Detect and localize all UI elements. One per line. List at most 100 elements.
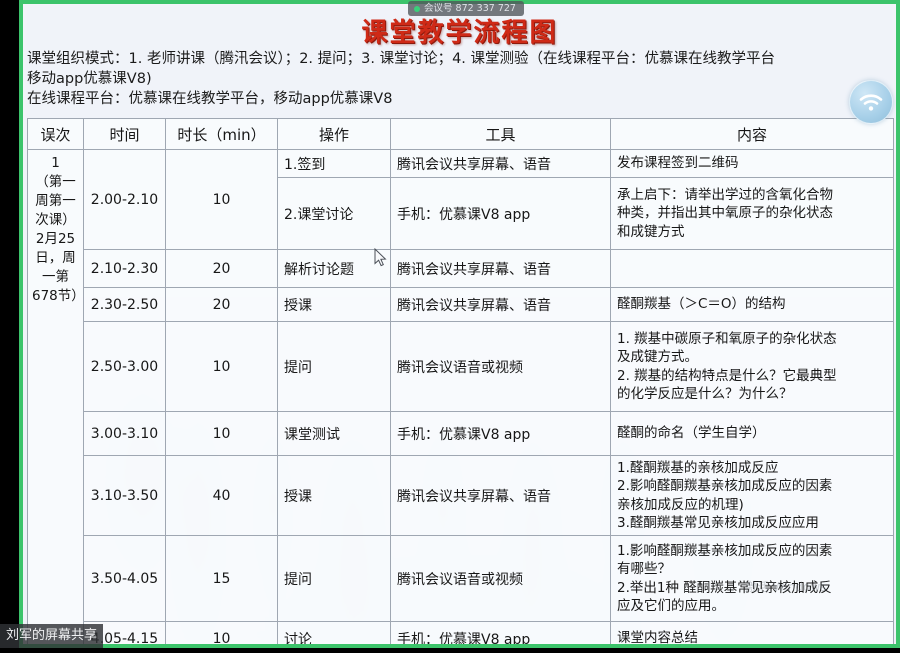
subtitle-block: 课堂组织模式：1. 老师讲课（腾汛会议）；2. 提问；3. 课堂讨论；4. 课堂… [27,49,893,109]
table-row: 3.00-3.10 10 课堂测试 手机：优慕课V8 app 醛酮的命名（学生自… [28,411,894,456]
content-line: 1.醛酮羰基的亲核加成反应 [617,459,779,476]
session-line: 1 [51,155,60,171]
cell-time: 2.50-3.00 [83,321,166,412]
content-line: 和成键方式 [617,223,685,240]
cell-time: 3.10-3.50 [83,455,166,536]
col-header-tool: 工具 [390,118,611,150]
content-line: 2. 羰基的结构特点是什么？它最典型 [617,367,837,384]
cell-tool: 手机：优慕课V8 app [390,621,611,644]
content-line: 种类，并指出其中氧原子的杂化状态 [617,205,833,222]
cell-duration: 10 [165,149,278,250]
cell-content: 醛酮的命名（学生自学） [610,411,894,456]
cell-action: 授课 [277,287,391,322]
cell-content: 1.影响醛酮羰基亲核加成反应的因素 有哪些？ 2.举出1种 醛酮羰基常见亲核加成… [610,535,894,622]
cell-tool: 腾讯会议共享屏幕、语音 [390,455,611,536]
cell-content [610,249,894,288]
content-line: 有哪些？ [617,561,671,577]
content-line: 3.醛酮羰基常见亲核加成反应应用 [617,515,819,531]
cell-duration: 15 [165,535,278,622]
cell-tool: 腾讯会议共享屏幕、语音 [390,287,611,322]
col-header-session: 误次 [27,118,84,150]
content-line: 亲核加成反应的机理) [617,496,744,513]
cell-content: 1. 羰基中碳原子和氧原子的杂化状态 及成键方式。 2. 羰基的结构特点是什么？… [610,321,894,412]
presenter-share-label: 刘军的屏幕共享 [0,624,104,648]
content-line: 发布课程签到二维码 [617,155,739,172]
cell-duration: 40 [165,455,278,536]
cell-action: 提问 [277,321,391,412]
cell-action: 1.签到 [277,149,391,178]
lesson-flow-table: 误次 时间 时长（min） 操作 工具 内容 1 （第一 周第一 [27,118,894,644]
cell-tool: 腾讯会议共享屏幕、语音 [390,149,611,178]
col-header-duration: 时长（min） [165,118,278,150]
wifi-icon [849,80,893,124]
session-line: 2月25 [35,231,76,247]
cell-tool: 腾讯会议语音或视频 [390,321,611,412]
col-header-content: 内容 [610,118,894,150]
session-line: 一第 [42,269,69,285]
content-line: 的化学反应是什么？为什么？ [617,386,793,402]
cell-duration: 20 [165,287,278,322]
content-line: 及成键方式。 [617,349,698,365]
table-row: 3.50-4.05 15 提问 腾讯会议语音或视频 1.影响醛酮羰基亲核加成反应… [28,535,894,622]
cell-time: 3.50-4.05 [83,535,166,622]
cell-tool: 腾讯会议语音或视频 [390,535,611,622]
cell-duration: 20 [165,249,278,288]
cell-time: 2.10-2.30 [83,249,166,288]
table-row: 2.30-2.50 20 授课 腾讯会议共享屏幕、语音 醛酮羰基（＞C＝O）的结… [28,287,894,322]
table-header-row: 误次 时间 时长（min） 操作 工具 内容 [27,118,894,150]
cell-time: 2.00-2.10 [83,149,166,250]
session-line: 日，周 [35,250,76,266]
session-line: （第一 [35,174,76,190]
cell-action: 解析讨论题 [277,249,391,288]
table-row: 2.50-3.00 10 提问 腾讯会议语音或视频 1. 羰基中碳原子和氧原子的… [28,321,894,412]
subtitle-line-2: 移动app优慕课V8) [27,71,152,87]
cell-tool: 手机：优慕课V8 app [390,411,611,456]
content-line: 课堂内容总结 [617,630,698,644]
session-line: 周第一 [35,193,76,209]
cell-content: 醛酮羰基（＞C＝O）的结构 [610,287,894,322]
session-line: 678节） [32,288,85,304]
cell-time: 2.30-2.50 [83,287,166,322]
shared-slide: 课堂教学流程图 课堂组织模式：1. 老师讲课（腾汛会议）；2. 提问；3. 课堂… [23,4,896,644]
cell-time: 3.00-3.10 [83,411,166,456]
cell-action: 提问 [277,535,391,622]
subtitle-line-3: 在线课程平台：优慕课在线教学平台，移动app优慕课V8 [27,91,393,107]
cell-duration: 10 [165,621,278,644]
table-row: 4.05-4.15 10 讨论 手机：优慕课V8 app 课堂内容总结 [28,621,894,644]
cell-content: 1.醛酮羰基的亲核加成反应 2.影响醛酮羰基亲核加成反应的因素 亲核加成反应的机… [610,455,894,536]
col-header-action: 操作 [277,118,391,150]
content-line: 应及它们的应用。 [617,598,725,614]
content-line: 2.影响醛酮羰基亲核加成反应的因素 [617,478,833,494]
lesson-flow-table-wrap: 误次 时间 时长（min） 操作 工具 内容 1 （第一 周第一 [27,118,894,644]
page-title: 课堂教学流程图 [361,18,558,48]
content-line: 醛酮的命名（学生自学） [617,425,766,442]
table-row: 2.课堂讨论 手机：优慕课V8 app 承上启下：请举出学过的含氧化合物 种类，… [28,177,894,250]
cell-content: 发布课程签到二维码 [610,149,894,178]
subtitle-line-1: 课堂组织模式：1. 老师讲课（腾汛会议）；2. 提问；3. 课堂讨论；4. 课堂… [27,51,776,67]
cell-content: 课堂内容总结 [610,621,894,644]
cell-session: 1 （第一 周第一 次课） 2月25 日，周 一第 678节） [27,149,85,644]
cell-action: 授课 [277,455,391,536]
content-line: 1.影响醛酮羰基亲核加成反应的因素 [617,542,833,559]
table-row: 1 （第一 周第一 次课） 2月25 日，周 一第 678节） 2.00-2.1… [27,149,894,644]
cell-duration: 10 [165,411,278,456]
cell-action: 2.课堂讨论 [277,177,391,250]
session-line: 次课） [35,212,76,228]
table-row: 2.10-2.30 20 解析讨论题 腾讯会议共享屏幕、语音 [28,249,894,288]
cell-tool: 腾讯会议共享屏幕、语音 [390,249,611,288]
content-line: 承上启下：请举出学过的含氧化合物 [617,186,833,203]
col-header-time: 时间 [83,118,166,150]
cell-tool: 手机：优慕课V8 app [390,177,611,250]
cell-action: 讨论 [277,621,391,644]
meeting-id-label: 会议号 872 337 727 [424,3,516,14]
cell-action: 课堂测试 [277,411,391,456]
status-dot-icon [414,5,420,12]
cell-content: 承上启下：请举出学过的含氧化合物 种类，并指出其中氧原子的杂化状态 和成键方式 [610,177,894,250]
cell-duration: 10 [165,321,278,412]
content-line: 醛酮羰基（＞C＝O）的结构 [617,296,786,313]
content-line: 1. 羰基中碳原子和氧原子的杂化状态 [617,330,837,347]
meeting-id-badge[interactable]: 会议号 872 337 727 [408,1,524,16]
table-row: 3.10-3.50 40 授课 腾讯会议共享屏幕、语音 1.醛酮羰基的亲核加成反… [28,455,894,536]
content-line: 2.举出1种 醛酮羰基常见亲核加成反 [617,579,832,596]
